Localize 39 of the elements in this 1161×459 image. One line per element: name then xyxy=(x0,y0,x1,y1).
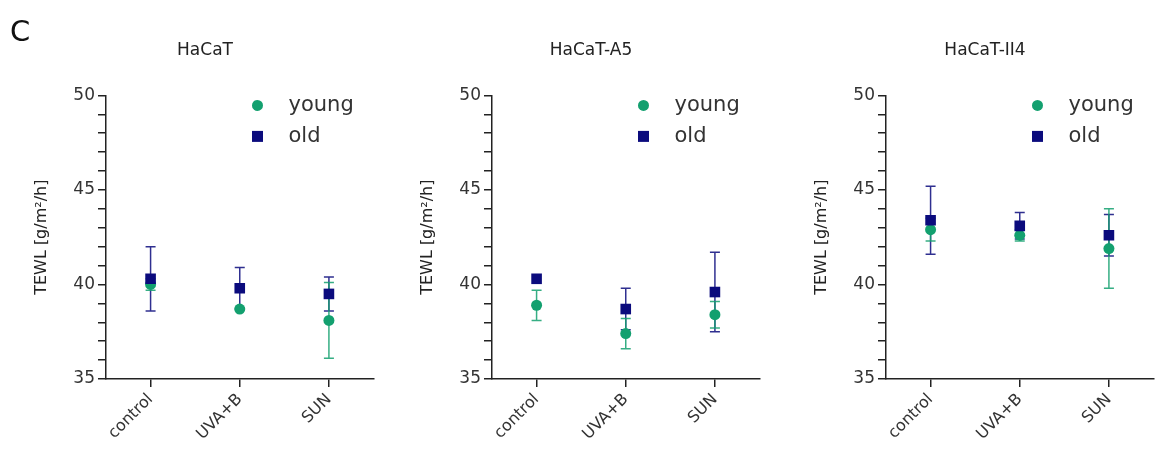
chart-title: HaCaT xyxy=(177,38,234,59)
y-tick-label: 45 xyxy=(853,178,875,199)
legend-label: old xyxy=(288,122,321,147)
point xyxy=(145,273,156,285)
legend-label: young xyxy=(674,91,740,116)
y-tick-label: 40 xyxy=(73,272,95,293)
point xyxy=(620,328,632,340)
y-axis-title: TEWL [g/m²/h] xyxy=(810,179,830,296)
point xyxy=(925,224,937,236)
point xyxy=(323,314,335,326)
y-axis-title: TEWL [g/m²/h] xyxy=(30,179,50,296)
point xyxy=(531,273,542,285)
chart-title: HaCaT-A5 xyxy=(549,38,633,59)
legend-label: old xyxy=(1068,122,1101,147)
y-tick-label: 35 xyxy=(853,367,875,388)
legend-label: young xyxy=(288,91,354,116)
y-tick-label: 40 xyxy=(853,272,875,293)
y-tick-label: 50 xyxy=(459,83,481,104)
point xyxy=(1014,220,1026,232)
y-tick-label: 50 xyxy=(73,83,95,104)
point xyxy=(925,214,936,226)
y-tick-label: 50 xyxy=(853,83,875,104)
y-axis-title: TEWL [g/m²/h] xyxy=(416,179,436,296)
y-tick-label: 45 xyxy=(73,178,95,199)
text: C xyxy=(10,14,31,48)
legend-label: young xyxy=(1068,91,1134,116)
point xyxy=(234,303,246,315)
y-tick-label: 35 xyxy=(459,367,481,388)
y-tick-label: 45 xyxy=(459,178,481,199)
point xyxy=(234,282,246,294)
point xyxy=(620,303,632,315)
point xyxy=(531,299,543,311)
point xyxy=(1103,243,1115,255)
chart-title: HaCaT-II4 xyxy=(944,38,1026,59)
legend-label: old xyxy=(674,122,707,147)
point xyxy=(1103,230,1115,241)
y-tick-label: 35 xyxy=(73,367,95,388)
point xyxy=(709,309,721,321)
y-tick-label: 40 xyxy=(459,272,481,293)
